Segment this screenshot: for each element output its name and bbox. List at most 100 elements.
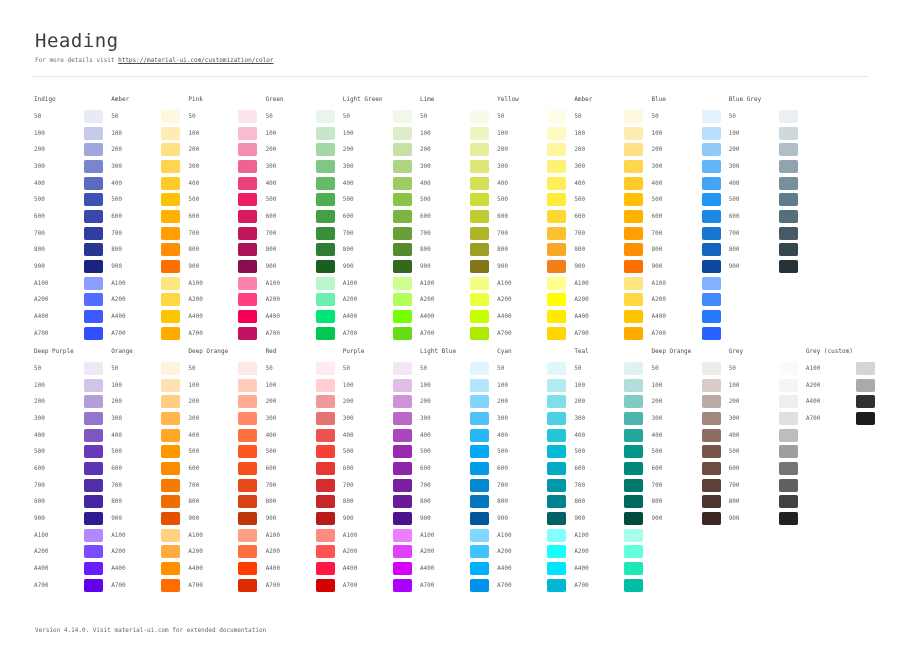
shade-label: A200 (188, 296, 203, 304)
shade-row: 50 (729, 108, 806, 125)
color-swatch (778, 126, 798, 140)
shade-row: A400 (343, 560, 420, 577)
color-swatch (392, 378, 412, 392)
color-swatch (624, 176, 644, 190)
color-swatch (392, 109, 412, 123)
shade-label: A400 (188, 313, 203, 321)
color-swatch (701, 428, 721, 442)
shade-label: A400 (342, 565, 358, 573)
shade-row: 900 (34, 258, 111, 275)
color-swatch (161, 461, 181, 475)
color-swatch (547, 143, 567, 157)
shade-row: A100 (420, 275, 497, 292)
color-swatch (84, 411, 103, 425)
shade-label: 800 (111, 246, 123, 254)
shade-row: A700 (111, 325, 188, 342)
header-divider (32, 76, 868, 77)
shade-label: 300 (497, 414, 508, 422)
shade-label: 300 (34, 414, 45, 422)
customization-color-link[interactable]: https://material-ui.com/customization/co… (118, 57, 274, 64)
color-swatch (161, 495, 181, 509)
color-swatch (701, 411, 721, 425)
color-swatch (84, 495, 103, 509)
shade-label: 300 (651, 162, 663, 170)
color-swatch (238, 445, 258, 459)
color-swatch (161, 512, 181, 526)
color-column-lime: Lime 50 100 200 300 400 500 600 700 800 900 A100 A20… (420, 94, 497, 342)
color-swatch (161, 361, 181, 375)
color-swatch (547, 159, 567, 173)
shade-row: 600 (188, 208, 265, 225)
shade-row: A700 (188, 325, 265, 342)
color-swatch (547, 411, 567, 425)
shade-row: A700 (574, 325, 651, 342)
shade-label: 900 (651, 515, 663, 523)
color-swatch (778, 226, 798, 240)
color-swatch (469, 143, 489, 157)
shade-label: A700 (342, 329, 358, 337)
shade-label: 500 (34, 448, 45, 456)
color-swatch (547, 243, 567, 257)
shade-label: 400 (497, 179, 508, 187)
shade-label: A100 (188, 279, 203, 287)
shade-label: 300 (265, 414, 277, 422)
shade-label: 700 (265, 481, 277, 489)
color-swatch (238, 562, 258, 576)
shade-label: A100 (265, 531, 281, 539)
color-swatch (624, 461, 644, 475)
color-swatch (392, 562, 412, 576)
color-swatch (469, 326, 489, 340)
shade-label: 700 (651, 481, 663, 489)
color-swatch (84, 260, 103, 274)
shade-label: 600 (342, 464, 354, 472)
shade-label: 50 (188, 112, 196, 120)
shade-label: 800 (265, 246, 277, 254)
shade-label: 900 (342, 515, 354, 523)
shade-row: 50 (652, 360, 729, 377)
shade-row: 900 (343, 258, 420, 275)
shade-row: 400 (729, 175, 806, 192)
shade-label: A700 (188, 329, 203, 337)
color-swatch (701, 109, 721, 123)
shade-label: A400 (805, 398, 821, 406)
column-header: Purple (342, 348, 365, 355)
shade-row: 300 (497, 158, 574, 175)
color-swatch (161, 176, 181, 190)
shade-label: 400 (574, 179, 586, 187)
color-swatch (778, 109, 798, 123)
shade-row: A200 (574, 292, 651, 309)
color-swatch (161, 378, 181, 392)
shade-label: 200 (497, 398, 508, 406)
shade-label: 100 (497, 129, 508, 137)
shade-row: 100 (652, 377, 729, 394)
shade-row: 200 (420, 141, 497, 158)
shade-label: 100 (188, 129, 200, 137)
shade-label: 200 (265, 398, 277, 406)
shade-row: 800 (34, 242, 111, 259)
shade-label: A100 (497, 279, 512, 287)
column-header: Blue (651, 96, 666, 103)
shade-label: 400 (34, 179, 45, 187)
shade-row: 400 (497, 175, 574, 192)
color-column-cyan: Cyan 50 100 200 300 400 500 600 700 800 900 A100 A20… (497, 346, 574, 594)
color-swatch (392, 428, 412, 442)
shade-row: 900 (111, 510, 188, 527)
shade-label: 300 (188, 414, 200, 422)
shade-label: 100 (34, 381, 45, 389)
shade-label: 300 (342, 162, 354, 170)
shade-row: 200 (420, 393, 497, 410)
shade-row: 100 (34, 125, 111, 142)
footer-version-text: Version 4.14.0. Visit material-ui.com fo… (35, 627, 267, 634)
column-header: Orange (111, 348, 133, 355)
shade-label: 50 (111, 364, 119, 372)
shade-label: 100 (497, 381, 508, 389)
shade-row: A200 (266, 292, 343, 309)
shade-row: 400 (497, 427, 574, 444)
color-swatch (701, 143, 721, 157)
color-swatch (84, 378, 103, 392)
shade-label: A100 (574, 531, 589, 539)
shade-label: A200 (342, 548, 358, 556)
shade-row: A700 (420, 325, 497, 342)
color-swatch (161, 159, 181, 173)
shade-label: 900 (188, 263, 200, 271)
